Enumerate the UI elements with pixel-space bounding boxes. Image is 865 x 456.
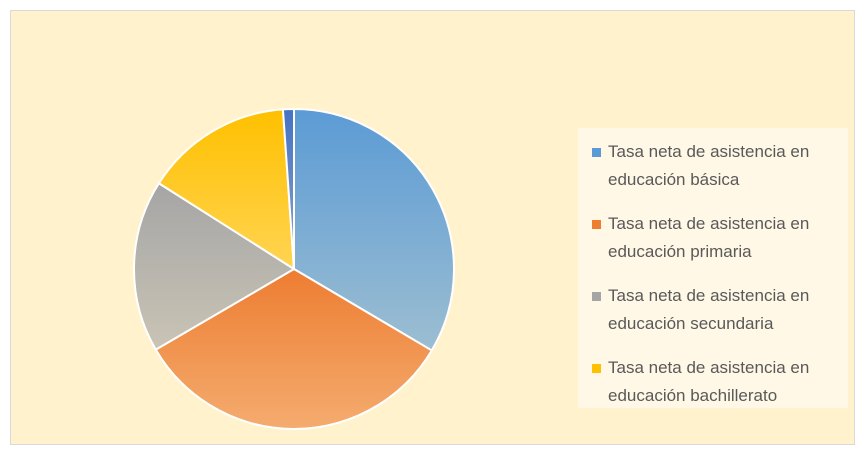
pie-slice bbox=[133, 181, 296, 351]
legend-label: Tasa neta de asistencia en educación bac… bbox=[608, 358, 810, 405]
legend-item: Tasa neta de asistencia en educación sec… bbox=[592, 282, 844, 338]
legend-swatch bbox=[592, 220, 601, 229]
legend-label: Tasa neta de asistencia en educación pri… bbox=[608, 214, 810, 261]
pie-slice bbox=[293, 107, 455, 352]
pie-slice bbox=[157, 108, 296, 271]
pie-slice bbox=[154, 267, 434, 430]
legend-label: Tasa neta de asistencia en educación bás… bbox=[608, 142, 810, 189]
legend-item: Tasa neta de asistencia en educación bás… bbox=[592, 138, 844, 194]
legend-swatch bbox=[592, 292, 601, 301]
legend-swatch bbox=[592, 148, 601, 157]
legend-item: Tasa neta de asistencia en educación pri… bbox=[592, 210, 844, 266]
legend-swatch bbox=[592, 364, 601, 373]
legend: Tasa neta de asistencia en educación bás… bbox=[578, 128, 848, 408]
legend-label: Tasa neta de asistencia en educación sec… bbox=[608, 286, 810, 333]
legend-item: Tasa neta de asistencia en educación bac… bbox=[592, 354, 844, 410]
pie-slice bbox=[281, 107, 295, 270]
